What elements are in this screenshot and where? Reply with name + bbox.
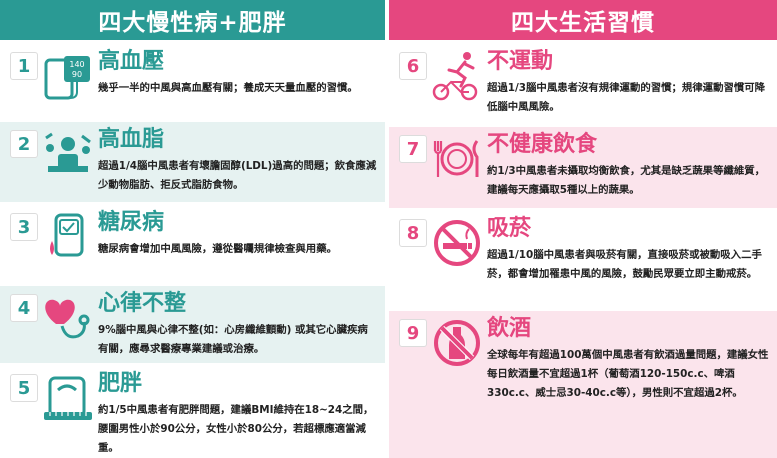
monitor-top-reading: 140: [69, 60, 84, 69]
item-diabetes: 3 糖尿病 糖尿病會增加中風風險，遵從醫囑規律檢查與用藥。: [0, 205, 385, 283]
item-number: 9: [399, 319, 427, 347]
item-title: 高血壓: [98, 49, 165, 74]
item-number: 2: [10, 130, 38, 158]
glucose-meter-icon: [42, 211, 94, 263]
item-number: 5: [10, 374, 38, 402]
chronic-disease-column: 四大慢性病+肥胖 1 140 90 高血壓 幾乎一半的中風與高血壓有關；養成天天…: [0, 0, 385, 458]
item-title: 糖尿病: [98, 210, 165, 235]
item-description: 約1/5中風患者有肥胖問題，建議BMI維持在18~24之間，腰圍男性小於90公分…: [98, 404, 374, 454]
monitor-bottom-reading: 90: [72, 70, 82, 79]
item-hypertension: 1 140 90 高血壓 幾乎一半的中風與高血壓有關；養成天天量血壓的習慣。: [0, 44, 385, 119]
no-alcohol-icon: [431, 317, 483, 369]
item-title: 高血脂: [98, 127, 165, 152]
item-number: 4: [10, 294, 38, 322]
no-smoking-icon: [431, 217, 483, 269]
item-smoking: 8 吸菸 超過1/10腦中風患者與吸菸有關，直接吸菸或被動吸入二手菸，都會增加罹…: [389, 211, 777, 308]
heart-stethoscope-icon: [42, 292, 94, 344]
right-header: 四大生活習慣: [389, 0, 777, 40]
fatty-food-icon: [42, 128, 94, 180]
lifestyle-habits-column: 四大生活習慣 6 不運動 超過1/3腦中風患者沒有規律運動的習慣；規律運動習慣可…: [389, 0, 777, 458]
item-description: 全球每年有超過100萬個中風患者有飲酒過量問題，建議女性每日飲酒量不宜超過1杯（…: [487, 349, 769, 399]
item-title: 不運動: [487, 49, 554, 74]
item-title: 心律不整: [98, 291, 187, 316]
item-alcohol: 9 飲酒 全球每年有超過100萬個中風患者有飲酒過量問題，建議女性每日飲酒量不宜…: [389, 311, 777, 458]
scale-tape-icon: [42, 372, 94, 424]
item-title: 飲酒: [487, 316, 532, 341]
item-description: 超過1/10腦中風患者與吸菸有關，直接吸菸或被動吸入二手菸，都會增加罹患中風的風…: [487, 249, 762, 280]
item-title: 不健康飲食: [487, 132, 598, 157]
item-no-exercise: 6 不運動 超過1/3腦中風患者沒有規律運動的習慣；規律運動習慣可降低腦中風風險…: [389, 44, 777, 124]
item-hyperlipidemia: 2 高血脂 超過1/4腦中風患者有壞膽固醇(LDL)過高的問題；飲食應減少動物脂…: [0, 122, 385, 202]
item-arrhythmia: 4 心律不整 9%腦中風與心律不整(如：心房纖維顫動) 或其它心臟疾病有關，應尋…: [0, 286, 385, 363]
left-header: 四大慢性病+肥胖: [0, 0, 385, 40]
blood-pressure-monitor-icon: 140 90: [42, 50, 94, 102]
item-number: 6: [399, 52, 427, 80]
item-description: 約1/3中風患者未攝取均衡飲食，尤其是缺乏蔬果等纖維質，建議每天應攝取5種以上的…: [487, 165, 766, 196]
item-title: 吸菸: [487, 216, 532, 241]
item-title: 肥胖: [98, 371, 143, 396]
item-number: 8: [399, 219, 427, 247]
item-unhealthy-diet: 7 不健康飲食 約1/3中風患者未攝取均衡飲食，尤其是缺乏蔬果等纖維質，建議每天…: [389, 127, 777, 208]
item-description: 幾乎一半的中風與高血壓有關；養成天天量血壓的習慣。: [98, 82, 358, 94]
item-description: 9%腦中風與心律不整(如：心房纖維顫動) 或其它心臟疾病有關，應尋求醫療專業建議…: [98, 324, 368, 355]
item-description: 超過1/3腦中風患者沒有規律運動的習慣；規律運動習慣可降低腦中風風險。: [487, 82, 766, 113]
cycling-runner-icon: [431, 50, 483, 102]
item-description: 糖尿病會增加中風風險，遵從醫囑規律檢查與用藥。: [98, 243, 337, 255]
plate-cutlery-icon: [431, 133, 483, 185]
item-obesity: 5 肥胖 約1/5中風患者有肥胖問題，建議BMI維持在18~24之間，腰圍男性小…: [0, 366, 385, 458]
item-number: 7: [399, 135, 427, 163]
item-number: 3: [10, 213, 38, 241]
item-number: 1: [10, 52, 38, 80]
item-description: 超過1/4腦中風患者有壞膽固醇(LDL)過高的問題；飲食應減少動物脂肪、拒反式脂…: [98, 160, 377, 191]
